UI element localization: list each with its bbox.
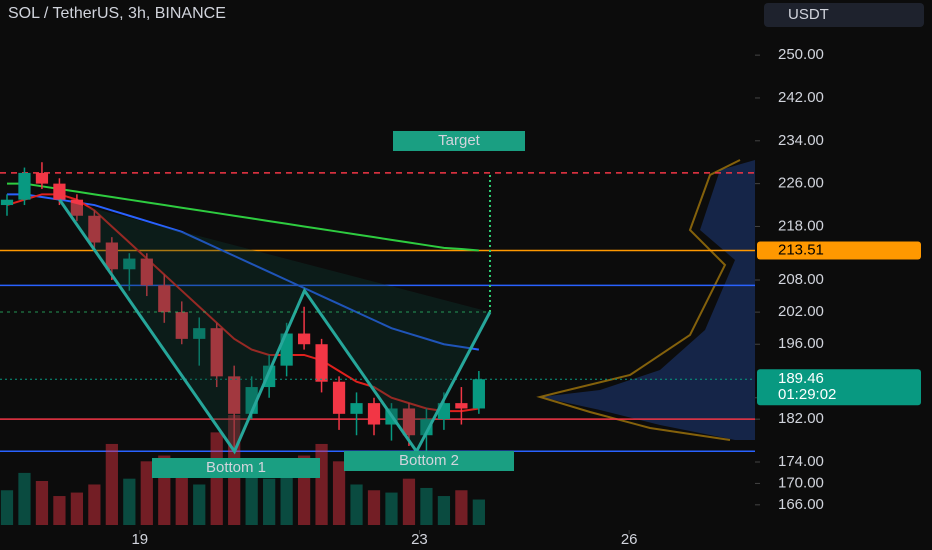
annotation: Bottom 2 [399, 452, 459, 469]
volume-bar [402, 478, 416, 525]
y-tick-label: 218.00 [778, 217, 824, 234]
y-tick-label: 196.00 [778, 335, 824, 352]
y-tick-label: 174.00 [778, 453, 824, 470]
candle-body [0, 199, 14, 206]
volume-bar [88, 484, 101, 525]
candle-body [140, 258, 153, 286]
volume-bar [70, 492, 84, 525]
volume-bar [193, 484, 206, 525]
candle-body [297, 333, 311, 345]
volume-bar [385, 492, 398, 525]
volume-profile-outline [536, 159, 741, 441]
candle-body [350, 403, 363, 414]
candle-body [158, 285, 171, 313]
candle-body [193, 328, 206, 339]
y-tick-label: 242.00 [778, 89, 824, 106]
currency-button[interactable] [764, 3, 924, 27]
candle-body [332, 381, 346, 414]
volume-bar [105, 443, 118, 525]
double-bottom-pattern [58, 198, 492, 455]
annotation: Target [438, 132, 481, 149]
x-tick-label: 23 [411, 531, 428, 548]
annotation: Bottom 1 [206, 459, 266, 476]
volume-bar [315, 443, 328, 525]
candle-body [35, 172, 49, 184]
level-tag-label: 213.51 [778, 241, 824, 258]
volume-profile [536, 159, 755, 441]
volume-bar [367, 490, 381, 525]
volume-bar [35, 481, 49, 525]
annotation-box [152, 458, 320, 478]
level-tag [757, 241, 921, 260]
annotation-box [344, 451, 514, 471]
volume-profile-area [540, 160, 755, 440]
volume-bar [455, 490, 468, 525]
volume-bar [53, 496, 66, 525]
candle-body [123, 258, 136, 270]
countdown: 01:29:02 [778, 386, 836, 403]
volume-bar [420, 487, 433, 525]
chart-title: SOL / TetherUS, 3h, BINANCE [8, 5, 226, 22]
volume-bar [332, 461, 346, 525]
y-tick-label: 182.00 [778, 410, 824, 427]
last-price-tag [757, 369, 921, 406]
y-tick-label: 202.00 [778, 303, 824, 320]
moving-average [6, 193, 480, 413]
candle-body [175, 312, 188, 339]
candle-body [367, 403, 381, 425]
candle-body [228, 376, 241, 414]
last-price-label: 189.46 [778, 370, 824, 387]
volume-bar [437, 496, 451, 525]
volume-bar [472, 499, 485, 525]
volume-bar [123, 478, 136, 525]
y-tick-label: 170.00 [778, 474, 824, 491]
volume-bar [140, 461, 153, 525]
y-tick-label: 234.00 [778, 132, 824, 149]
annotation-box [393, 131, 525, 151]
currency[interactable]: USDT [788, 6, 829, 23]
candle-body [472, 379, 485, 409]
candle-body [70, 199, 84, 216]
candle-body [455, 403, 468, 409]
candle-body [420, 419, 433, 436]
volume-bar [263, 478, 276, 525]
x-tick-label: 19 [131, 531, 148, 548]
volume-bar [0, 490, 14, 525]
candle-body [18, 172, 31, 200]
y-tick-label: 208.00 [778, 271, 824, 288]
volume-bar [175, 469, 188, 525]
candle-body [105, 242, 118, 270]
candle-body [402, 408, 416, 436]
candle-body [315, 344, 328, 382]
moving-average [6, 193, 480, 351]
candle-body [210, 328, 223, 377]
x-tick-label: 26 [621, 531, 638, 548]
y-tick-label: 250.00 [778, 46, 824, 63]
y-tick-label: 226.00 [778, 175, 824, 192]
volume-bar [280, 472, 293, 525]
candle-body [53, 183, 66, 200]
volume-bar [350, 484, 363, 525]
volume-bar [18, 472, 31, 525]
candle-body [88, 215, 101, 243]
y-tick-label: 166.00 [778, 496, 824, 513]
volume-bar [245, 467, 258, 525]
volume-bar [210, 432, 223, 525]
moving-average [6, 182, 479, 252]
